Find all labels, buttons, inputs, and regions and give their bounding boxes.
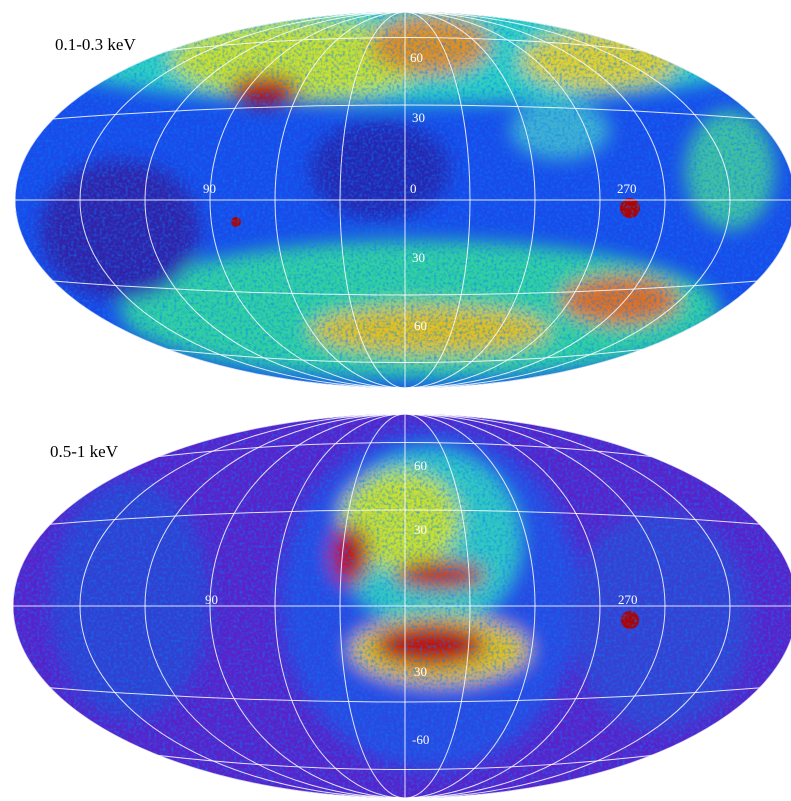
grid-label: -60 [412, 732, 429, 747]
band-label: 0.1-0.3 keV [55, 35, 136, 54]
grid-label: 60 [414, 318, 427, 333]
sky-maps: 0.1-0.3 keV 60 30 90 0 270 30 60 [0, 0, 791, 801]
grid-label: 30 [412, 250, 425, 265]
band-label: 0.5-1 keV [50, 442, 119, 461]
grid-label: 60 [410, 50, 423, 65]
grid-label: 30 [414, 522, 427, 537]
grid-label: 270 [617, 181, 637, 196]
grid-label: 60 [414, 458, 427, 473]
page: {"panels": [ {"band": "0.1-0.3 keV", "gr… [0, 0, 791, 801]
grid-label: 90 [205, 592, 218, 607]
grid-label: 90 [203, 181, 216, 196]
grid-label: 270 [618, 592, 638, 607]
grid-label: 30 [412, 110, 425, 125]
grid-label: 30 [414, 664, 427, 679]
grid-label: 0 [410, 181, 417, 196]
